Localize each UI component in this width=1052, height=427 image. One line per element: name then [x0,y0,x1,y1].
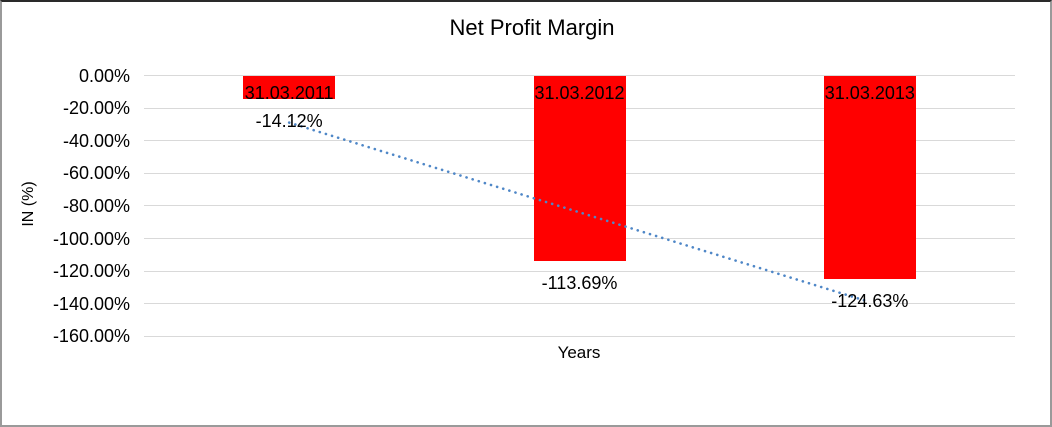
category-label: 31.03.2011 [244,83,334,103]
category-label: 31.03.2013 [824,83,915,103]
category-label: 31.03.2012 [534,83,625,103]
bar [533,75,626,261]
bar [823,75,916,279]
gridline [144,335,1015,337]
y-axis-tick-label: -80.00% [62,195,130,216]
value-label: -14.12% [255,110,323,131]
y-axis-tick-label: -40.00% [62,130,130,151]
bar [243,75,336,99]
y-axis-tick-label: -100.00% [52,228,130,249]
y-axis-tick-label: -140.00% [52,293,130,314]
x-axis-title: Years [557,343,601,362]
y-axis-tick-label: 0.00% [78,65,130,86]
chart-title: Net Profit Margin [449,15,615,40]
y-axis-tick-label: -60.00% [62,163,130,184]
value-label: -124.63% [831,290,909,311]
y-axis-tick-label: -20.00% [62,98,130,119]
gridline [144,303,1015,305]
y-axis-tick-label: -160.00% [52,326,130,347]
y-axis-tick-label: -120.00% [52,261,130,282]
value-label: -113.69% [541,272,618,293]
